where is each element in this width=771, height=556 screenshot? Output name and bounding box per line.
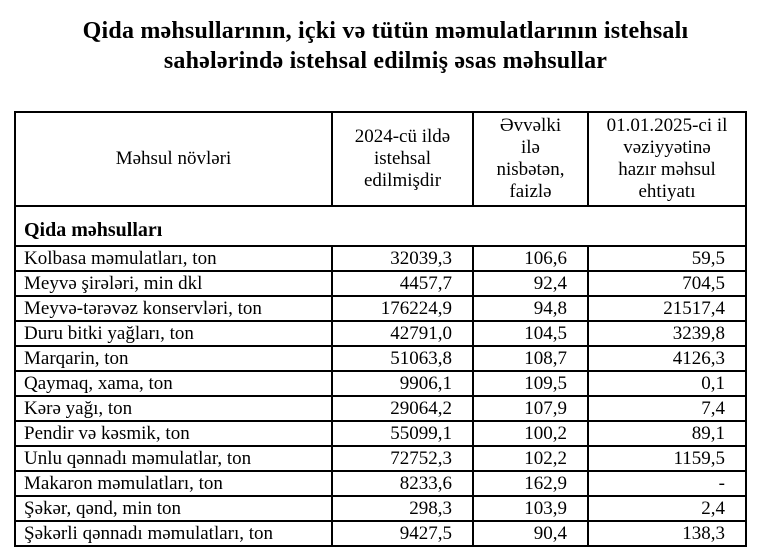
product-name-cell: Makaron məmulatları, ton [14, 470, 333, 497]
produced-2024-cell: 8233,6 [331, 470, 474, 497]
table-row: Şəkər, qənd, min ton 298,3 103,9 2,4 [14, 495, 747, 522]
product-name-cell: Unlu qənnadı məmulatlar, ton [14, 445, 333, 472]
stock-cell: 1159,5 [587, 445, 747, 472]
table-row: Meyvə-tərəvəz konservləri, ton 176224,9 … [14, 295, 747, 322]
vs-previous-year-cell: 102,2 [472, 445, 589, 472]
produced-2024-cell: 298,3 [331, 495, 474, 522]
product-name-cell: Şəkərli qənnadı məmulatları, ton [14, 520, 333, 547]
header-row: Məhsul növləri 2024-cü ildə istehsal edi… [14, 111, 747, 207]
table-row: Duru bitki yağları, ton 42791,0 104,5 32… [14, 320, 747, 347]
product-name-cell: Meyvə-tərəvəz konservləri, ton [14, 295, 333, 322]
product-name-cell: Pendir və kəsmik, ton [14, 420, 333, 447]
stock-cell: 3239,8 [587, 320, 747, 347]
produced-2024-cell: 29064,2 [331, 395, 474, 422]
produced-2024-cell: 9906,1 [331, 370, 474, 397]
section-row: Qida məhsulları [14, 205, 747, 247]
stock-cell: 21517,4 [587, 295, 747, 322]
table-row: Makaron məmulatları, ton 8233,6 162,9 - [14, 470, 747, 497]
product-name-cell: Qaymaq, xama, ton [14, 370, 333, 397]
produced-2024-cell: 72752,3 [331, 445, 474, 472]
vs-previous-year-cell: 103,9 [472, 495, 589, 522]
vs-previous-year-cell: 100,2 [472, 420, 589, 447]
table-row: Kolbasa məmulatları, ton 32039,3 106,6 5… [14, 245, 747, 272]
page-title: Qida məhsullarının, içki və tütün məmula… [82, 18, 689, 74]
section-header: Qida məhsulları [14, 205, 747, 247]
products-table: Məhsul növləri 2024-cü ildə istehsal edi… [14, 111, 747, 547]
table-row: Kərə yağı, ton 29064,2 107,9 7,4 [14, 395, 747, 422]
table-row: Unlu qənnadı məmulatlar, ton 72752,3 102… [14, 445, 747, 472]
product-name-cell: Kərə yağı, ton [14, 395, 333, 422]
table-row: Marqarin, ton 51063,8 108,7 4126,3 [14, 345, 747, 372]
stock-cell: - [587, 470, 747, 497]
col-header-vs-previous-year: Əvvəlki ilə nisbətən, faizlə [472, 111, 589, 207]
stock-cell: 2,4 [587, 495, 747, 522]
stock-cell: 0,1 [587, 370, 747, 397]
vs-previous-year-cell: 92,4 [472, 270, 589, 297]
table-row: Şəkərli qənnadı məmulatları, ton 9427,5 … [14, 520, 747, 547]
stock-cell: 704,5 [587, 270, 747, 297]
table-row: Meyvə şirələri, min dkl 4457,7 92,4 704,… [14, 270, 747, 297]
product-name-cell: Marqarin, ton [14, 345, 333, 372]
product-name-cell: Meyvə şirələri, min dkl [14, 270, 333, 297]
col-header-stock-01-01-2025: 01.01.2025-ci il vəziyyətinə hazır məhsu… [587, 111, 747, 207]
document-page: Qida məhsullarının, içki və tütün məmula… [0, 16, 771, 556]
product-name-cell: Şəkər, qənd, min ton [14, 495, 333, 522]
vs-previous-year-cell: 90,4 [472, 520, 589, 547]
produced-2024-cell: 51063,8 [331, 345, 474, 372]
col-header-produced-2024: 2024-cü ildə istehsal edilmişdir [331, 111, 474, 207]
produced-2024-cell: 9427,5 [331, 520, 474, 547]
vs-previous-year-cell: 106,6 [472, 245, 589, 272]
table-row: Pendir və kəsmik, ton 55099,1 100,2 89,1 [14, 420, 747, 447]
vs-previous-year-cell: 162,9 [472, 470, 589, 497]
stock-cell: 89,1 [587, 420, 747, 447]
table-row: Qaymaq, xama, ton 9906,1 109,5 0,1 [14, 370, 747, 397]
vs-previous-year-cell: 94,8 [472, 295, 589, 322]
produced-2024-cell: 4457,7 [331, 270, 474, 297]
stock-cell: 7,4 [587, 395, 747, 422]
produced-2024-cell: 42791,0 [331, 320, 474, 347]
stock-cell: 138,3 [587, 520, 747, 547]
vs-previous-year-cell: 104,5 [472, 320, 589, 347]
produced-2024-cell: 55099,1 [331, 420, 474, 447]
vs-previous-year-cell: 108,7 [472, 345, 589, 372]
product-name-cell: Duru bitki yağları, ton [14, 320, 333, 347]
vs-previous-year-cell: 107,9 [472, 395, 589, 422]
produced-2024-cell: 176224,9 [331, 295, 474, 322]
vs-previous-year-cell: 109,5 [472, 370, 589, 397]
produced-2024-cell: 32039,3 [331, 245, 474, 272]
product-name-cell: Kolbasa məmulatları, ton [14, 245, 333, 272]
stock-cell: 4126,3 [587, 345, 747, 372]
col-header-product-types: Məhsul növləri [14, 111, 333, 207]
stock-cell: 59,5 [587, 245, 747, 272]
